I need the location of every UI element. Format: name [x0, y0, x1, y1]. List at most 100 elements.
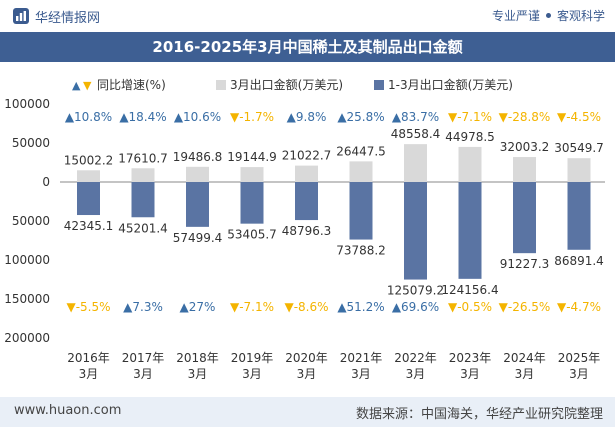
- chart-title: 2016-2025年3月中国稀土及其制品出口金额: [0, 32, 615, 62]
- value-label-cumulative: 42345.1: [64, 219, 114, 233]
- legend: ▲ ▼ 同比增速(%) 3月出口金额(万美元) 1-3月出口金额(万美元): [72, 77, 513, 92]
- y-tick-label: 50000: [12, 136, 50, 150]
- bar-march: [186, 166, 209, 182]
- value-label-cumulative: 91227.3: [500, 257, 550, 271]
- growth-label-cumulative: ▼-8.6%: [284, 300, 328, 314]
- x-tick-month: 3月: [515, 367, 535, 381]
- bar-march: [567, 158, 591, 182]
- y-tick-label: 200000: [4, 331, 50, 345]
- value-label-cumulative: 124156.4: [441, 283, 498, 297]
- website-link[interactable]: www.huaon.com: [14, 403, 122, 418]
- bar-cumulative: [186, 182, 209, 227]
- value-label-march: 48558.4: [391, 127, 441, 141]
- growth-label-cumulative: ▲7.3%: [123, 300, 163, 314]
- value-label-cumulative: 48796.3: [282, 224, 332, 238]
- bar-cumulative: [295, 182, 318, 221]
- growth-label-march: ▲83.7%: [392, 110, 439, 124]
- top-bar: 华经情报网 专业严谨 客观科学: [0, 0, 615, 32]
- growth-label-cumulative: ▼-4.7%: [557, 300, 601, 314]
- value-label-cumulative: 73788.2: [336, 244, 386, 258]
- data-source: 数据来源：中国海关，华经产业研究院整理: [355, 407, 603, 422]
- x-tick-year: 2024年: [503, 351, 546, 365]
- legend-cumulative-label: 1-3月出口金额(万美元): [388, 77, 513, 92]
- x-axis: 2016年 3月 2017年 3月 2018年 3月 2019年 3月 2020年 3月 2021年…: [67, 351, 600, 381]
- growth-label-cumulative: ▼-5.5%: [66, 300, 110, 314]
- bar-march: [77, 170, 100, 182]
- y-tick-label: 50000: [12, 214, 50, 228]
- tagline: 专业严谨 客观科学: [492, 7, 605, 24]
- x-tick-month: 3月: [133, 367, 153, 381]
- bar-march: [240, 167, 264, 182]
- growth-label-march: ▲18.4%: [119, 110, 166, 124]
- y-tick-label: 150000: [4, 292, 50, 306]
- bar-cumulative: [567, 182, 591, 250]
- growth-label-march: ▲10.8%: [65, 110, 112, 124]
- value-label-march: 17610.7: [118, 151, 168, 165]
- growth-label-march: ▲9.8%: [287, 110, 327, 124]
- brand[interactable]: 华经情报网: [12, 6, 100, 26]
- x-tick-month: 3月: [406, 367, 426, 381]
- value-label-cumulative: 57499.4: [173, 231, 223, 245]
- bars: [77, 144, 591, 280]
- legend-up-icon: ▲: [72, 79, 81, 92]
- growth-label-cumulative: ▼-0.5%: [448, 300, 492, 314]
- growth-label-march: ▼-4.5%: [557, 110, 601, 124]
- bar-march: [513, 157, 536, 182]
- x-tick-month: 3月: [297, 367, 317, 381]
- y-tick-label: 0: [42, 175, 50, 189]
- growth-label-march: ▲10.6%: [174, 110, 221, 124]
- growth-label-march: ▼-28.8%: [499, 110, 551, 124]
- y-tick-label: 100000: [4, 97, 50, 111]
- tagline-2: 客观科学: [556, 9, 605, 23]
- growth-labels: ▲10.8% ▼-5.5% ▲18.4% ▲7.3% ▲10.6% ▲27% ▼-1.7% ▼…: [65, 110, 601, 314]
- legend-march-label: 3月出口金额(万美元): [230, 77, 343, 92]
- x-tick-year: 2016年: [67, 351, 110, 365]
- bar-march: [404, 144, 427, 182]
- x-tick-month: 3月: [188, 367, 208, 381]
- bar-cumulative: [513, 182, 536, 254]
- x-tick-year: 2023年: [449, 351, 492, 365]
- legend-march-swatch: [216, 80, 226, 90]
- value-label-cumulative: 45201.4: [118, 221, 168, 235]
- legend-cumulative-swatch: [374, 80, 384, 90]
- x-tick-year: 2017年: [122, 351, 165, 365]
- value-label-march: 15002.2: [64, 153, 114, 167]
- footer: www.huaon.com 数据来源：中国海关，华经产业研究院整理: [0, 397, 615, 427]
- x-tick-month: 3月: [351, 367, 371, 381]
- bar-cumulative: [131, 182, 155, 218]
- brand-logo-icon: [13, 8, 29, 24]
- x-tick-month: 3月: [242, 367, 262, 381]
- value-label-march: 32003.2: [500, 140, 550, 154]
- data-labels: 15002.2 42345.1 17610.7 45201.4 19486.8 57499…: [64, 127, 604, 297]
- value-label-cumulative: 86891.4: [554, 254, 604, 268]
- x-tick-month: 3月: [569, 367, 589, 381]
- growth-label-cumulative: ▼-26.5%: [499, 300, 551, 314]
- bar-march: [131, 168, 155, 182]
- value-label-cumulative: 125079.2: [387, 284, 444, 298]
- growth-label-march: ▲25.8%: [337, 110, 384, 124]
- legend-down-icon: ▼: [83, 79, 92, 92]
- bar-cumulative: [404, 182, 427, 280]
- x-tick-year: 2018年: [176, 351, 219, 365]
- bar-cumulative: [349, 182, 373, 240]
- value-label-march: 30549.7: [554, 141, 604, 155]
- bar-march: [295, 165, 318, 182]
- value-label-march: 21022.7: [282, 149, 332, 163]
- bar-cumulative: [458, 182, 482, 279]
- value-label-cumulative: 53405.7: [227, 228, 277, 242]
- tagline-1: 专业严谨: [491, 9, 540, 23]
- y-tick-label: 100000: [4, 253, 50, 267]
- brand-name: 华经情报网: [35, 10, 101, 26]
- bar-cumulative: [77, 182, 100, 216]
- legend-growth-label: 同比增速(%): [97, 78, 166, 92]
- x-tick-year: 2020年: [285, 351, 328, 365]
- value-label-march: 44978.5: [445, 130, 495, 144]
- bar-cumulative: [240, 182, 264, 224]
- growth-label-cumulative: ▼-7.1%: [230, 300, 274, 314]
- chart-area: ▲ ▼ 同比增速(%) 3月出口金额(万美元) 1-3月出口金额(万美元) 100000…: [4, 77, 605, 381]
- x-tick-year: 2021年: [340, 351, 383, 365]
- x-tick-year: 2019年: [231, 351, 274, 365]
- value-label-march: 26447.5: [336, 144, 386, 158]
- x-tick-month: 3月: [79, 367, 99, 381]
